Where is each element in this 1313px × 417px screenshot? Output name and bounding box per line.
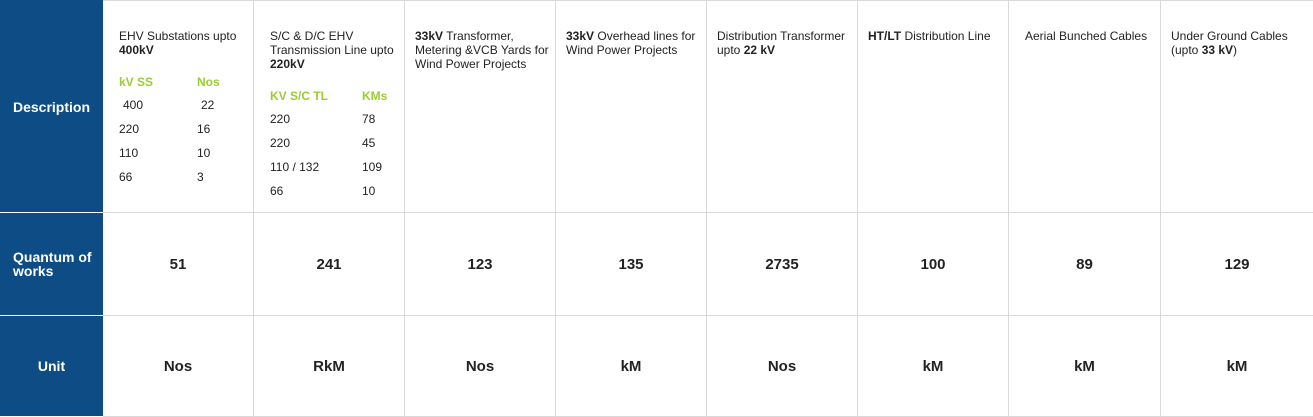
- desc-text: HT/LT Distribution Line: [858, 1, 1008, 43]
- desc-cell: Aerial Bunched Cables: [1009, 1, 1161, 213]
- desc-cell: S/C & D/C EHV Transmission Line upto 220…: [254, 1, 405, 213]
- quantum-value: 51: [103, 213, 254, 316]
- subtable-cell: 22: [201, 98, 214, 112]
- quantum-value: 123: [405, 213, 556, 316]
- unit-value: kM: [1009, 316, 1161, 417]
- unit-value: Nos: [707, 316, 858, 417]
- subtable-cell: 10: [362, 184, 375, 198]
- desc-text: S/C & D/C EHV Transmission Line upto 220…: [254, 1, 404, 203]
- unit-value: kM: [858, 316, 1009, 417]
- unit-row: Unit Nos RkM Nos kM Nos kM kM kM: [1, 316, 1313, 417]
- desc-text: Distribution Transformer upto 22 kV: [707, 1, 857, 57]
- subtable-cell: 220: [270, 136, 362, 150]
- unit-value: kM: [1161, 316, 1313, 417]
- subtable-header: kV SS: [119, 75, 197, 89]
- description-row: Description EHV Substations upto 400kV k…: [1, 1, 1313, 213]
- quantum-value: 241: [254, 213, 405, 316]
- subtable-cell: 66: [119, 170, 197, 184]
- unit-value: Nos: [405, 316, 556, 417]
- subtable-cell: 110 / 132: [270, 160, 362, 174]
- row-header-description: Description: [1, 1, 103, 213]
- quantum-value: 129: [1161, 213, 1313, 316]
- quantum-value: 89: [1009, 213, 1161, 316]
- desc-cell: Under Ground Cables (upto 33 kV): [1161, 1, 1313, 213]
- row-header-unit: Unit: [1, 316, 103, 417]
- subtable-header: KMs: [362, 89, 387, 103]
- unit-value: kM: [556, 316, 707, 417]
- desc-cell: 33kV Overhead lines for Wind Power Proje…: [556, 1, 707, 213]
- desc-text: 33kV Overhead lines for Wind Power Proje…: [556, 1, 706, 57]
- subtable-cell: 109: [362, 160, 382, 174]
- unit-value: RkM: [254, 316, 405, 417]
- quantum-row: Quantum of works 51 241 123 135 2735 100…: [1, 213, 1313, 316]
- subtable-cell: 220: [119, 122, 197, 136]
- subtable-cell: 45: [362, 136, 375, 150]
- subtable-cell: 3: [197, 170, 204, 184]
- desc-text: 33kV Transformer, Metering &VCB Yards fo…: [405, 1, 555, 71]
- subtable-cell: 400: [123, 98, 201, 112]
- desc-cell: HT/LT Distribution Line: [858, 1, 1009, 213]
- quantum-value: 100: [858, 213, 1009, 316]
- subtable-cell: 66: [270, 184, 362, 198]
- desc-cell: Distribution Transformer upto 22 kV: [707, 1, 858, 213]
- subtable-cell: 110: [119, 146, 197, 160]
- subtable-cell: 78: [362, 112, 375, 126]
- quantum-value: 135: [556, 213, 707, 316]
- quantum-value: 2735: [707, 213, 858, 316]
- row-header-quantum: Quantum of works: [1, 213, 103, 316]
- subtable-cell: 10: [197, 146, 210, 160]
- subtable-cell: 220: [270, 112, 362, 126]
- desc-text: Aerial Bunched Cables: [1009, 1, 1160, 43]
- desc-cell: 33kV Transformer, Metering &VCB Yards fo…: [405, 1, 556, 213]
- subtable-cell: 16: [197, 122, 210, 136]
- unit-value: Nos: [103, 316, 254, 417]
- desc-text: Under Ground Cables (upto 33 kV): [1161, 1, 1313, 57]
- subtable-header: KV S/C TL: [270, 89, 362, 103]
- subtable-header: Nos: [197, 75, 220, 89]
